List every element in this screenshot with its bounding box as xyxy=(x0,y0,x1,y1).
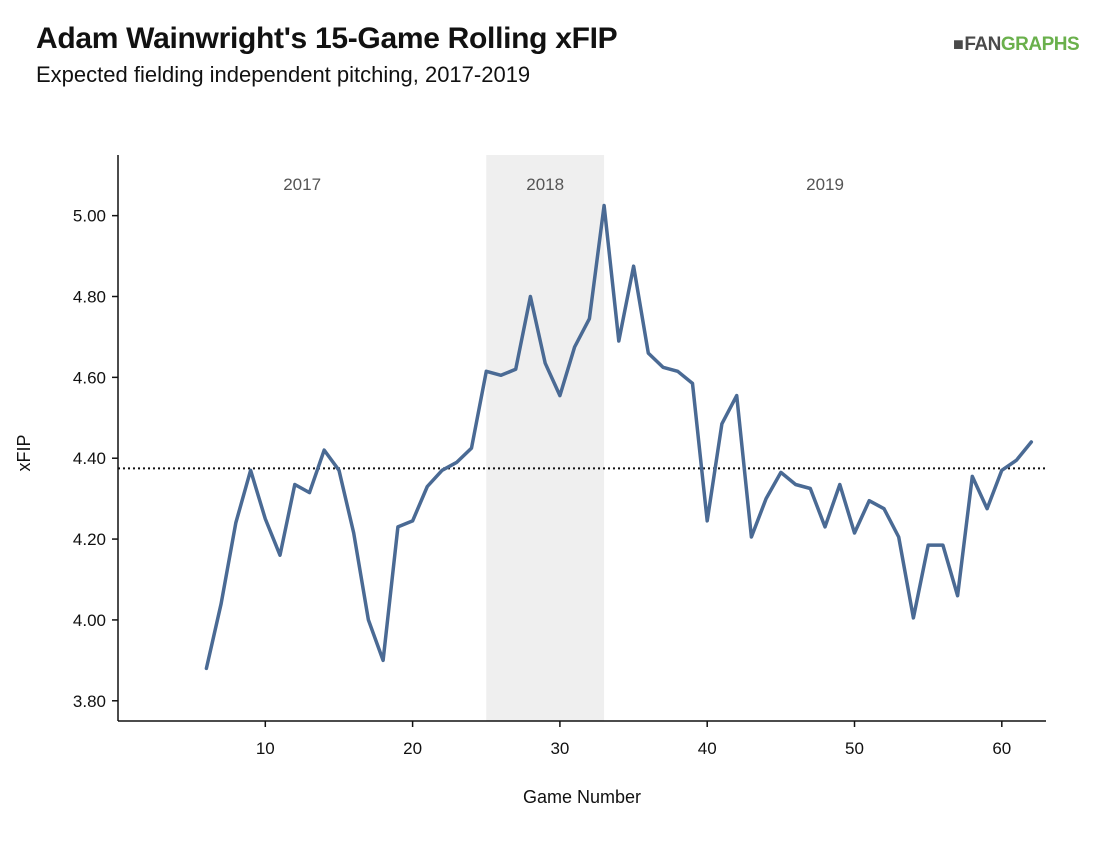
y-tick-label: 4.00 xyxy=(73,611,106,630)
x-tick-label: 20 xyxy=(403,739,422,758)
logo-text-fan: FAN xyxy=(964,34,1001,55)
season-shading-2018 xyxy=(486,155,605,721)
y-tick-label: 4.80 xyxy=(73,288,106,307)
fangraphs-logo-icon: ■ xyxy=(953,34,964,54)
chart-subtitle: Expected fielding independent pitching, … xyxy=(36,62,531,87)
x-tick-label: 30 xyxy=(550,739,569,758)
x-tick-label: 40 xyxy=(698,739,717,758)
y-axis-title: xFIP xyxy=(14,434,34,471)
fangraphs-logo: ■FANGRAPHS xyxy=(953,34,1080,56)
y-tick-label: 5.00 xyxy=(73,207,106,226)
xfip-series-line xyxy=(204,203,1034,671)
season-label-2017: 2017 xyxy=(283,175,321,194)
season-label-2018: 2018 xyxy=(526,175,564,194)
y-tick-label: 3.80 xyxy=(73,692,106,711)
y-tick-label: 4.60 xyxy=(73,368,106,387)
season-label-2019: 2019 xyxy=(806,175,844,194)
chart-title: Adam Wainwright's 15-Game Rolling xFIP xyxy=(36,22,618,55)
x-tick-label: 50 xyxy=(845,739,864,758)
x-tick-label: 10 xyxy=(256,739,275,758)
x-axis-title: Game Number xyxy=(523,787,641,807)
y-tick-label: 4.20 xyxy=(73,530,106,549)
logo-text-graphs: GRAPHS xyxy=(1000,34,1080,55)
x-tick-label: 60 xyxy=(992,739,1011,758)
y-tick-label: 4.40 xyxy=(73,449,106,468)
